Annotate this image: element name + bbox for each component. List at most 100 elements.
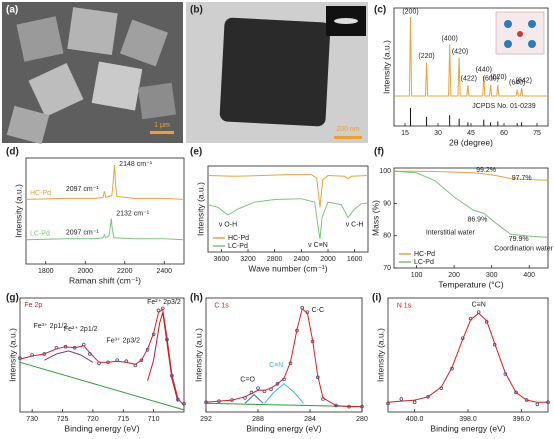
annotation: 2097 cm⁻¹ <box>66 186 100 193</box>
panel-label: (d) <box>6 147 19 158</box>
x-tick-label: 730 <box>26 416 38 423</box>
data-point <box>18 356 22 360</box>
x-tick-label: 2800 <box>267 256 283 263</box>
scale-bar <box>150 131 174 134</box>
series-line <box>264 383 304 404</box>
annotation: Fe³⁺ 2p1/2 <box>34 323 68 330</box>
x-axis-label: Binding energy (eV) <box>64 423 139 433</box>
x-tick-label: 725 <box>57 416 69 423</box>
x-tick-label: 2200 <box>117 268 133 275</box>
x-tick-label: 200 <box>448 272 460 279</box>
annotation: Interstitial water <box>426 229 476 236</box>
cube <box>119 19 169 67</box>
annotation: (220) <box>418 53 434 60</box>
series-line <box>244 393 264 404</box>
y-axis-label: Intensity (a.u.) <box>7 328 17 382</box>
annotation: (400) <box>441 36 457 43</box>
data-point <box>256 386 260 390</box>
cube <box>67 7 118 55</box>
y-tick-label: 80 <box>383 233 391 240</box>
x-axis-label: 2θ (degree) <box>449 137 493 147</box>
annotation: (642) <box>516 77 532 84</box>
panel-label: (e) <box>190 147 202 158</box>
cube <box>28 62 84 118</box>
data-point <box>412 400 417 405</box>
y-axis-label: Intensity (a.u.) <box>13 184 23 238</box>
atom <box>504 40 512 48</box>
panel-label: (g) <box>6 293 19 304</box>
series-line <box>205 308 362 408</box>
annotation: C≡N <box>472 301 486 308</box>
x-tick-label: 396.0 <box>513 416 531 423</box>
atom <box>517 31 523 37</box>
axis-frame <box>19 297 185 413</box>
scale-label: 200 nm <box>336 126 360 133</box>
y-tick-label: 90 <box>383 200 391 207</box>
x-tick-label: 30 <box>434 130 442 137</box>
annotation: ν C-H <box>346 221 364 228</box>
cube <box>219 17 331 127</box>
atom <box>504 20 512 28</box>
x-tick-label: 1800 <box>38 268 54 275</box>
annotation: (200) <box>402 8 418 15</box>
annotation: C≡N <box>269 362 283 369</box>
panel-label: (a) <box>6 5 18 16</box>
annotation: (420) <box>452 48 468 55</box>
legend-label: LC-Pd <box>414 259 434 266</box>
sem-image: 1 μm (a) <box>2 2 183 145</box>
legend-label: HC-Pd <box>414 251 435 258</box>
panel-label: (b) <box>190 5 203 16</box>
data-point <box>156 308 161 313</box>
x-tick-label: 45 <box>467 130 475 137</box>
x-axis-label: Wave number (cm⁻¹) <box>248 263 327 273</box>
y-axis-label: Intensity (a.u.) <box>193 328 203 382</box>
x-axis-label: Binding energy (eV) <box>430 423 505 433</box>
diffraction-pattern <box>334 18 358 24</box>
data-point <box>399 397 404 401</box>
x-axis-label: Temperature (°C) <box>438 279 503 289</box>
axis-frame <box>205 297 363 413</box>
data-point <box>514 390 518 395</box>
y-tick-label: 100 <box>379 168 391 175</box>
data-point <box>535 402 540 407</box>
annotation: JCPDS No. 01-0239 <box>472 103 536 110</box>
y-axis-label: Intensity (a.u.) <box>381 40 391 94</box>
annotation: Coordination water <box>494 245 553 252</box>
x-tick-label: 1600 <box>347 256 363 263</box>
legend-label: LC-Pd <box>30 231 50 238</box>
x-tick-label: 2400 <box>156 268 172 275</box>
annotation: (620) <box>490 74 506 81</box>
annotation: ν O-H <box>219 221 237 228</box>
series-line <box>394 170 549 181</box>
x-tick-label: 100 <box>411 272 423 279</box>
x-tick-label: 710 <box>148 416 160 423</box>
annotation: Fe²⁺ 2p1/2 <box>64 326 98 333</box>
series-line <box>25 165 185 200</box>
atom <box>528 40 536 48</box>
legend-label: HC-Pd <box>228 235 249 242</box>
x-tick-label: 280 <box>356 416 368 423</box>
series-line <box>387 312 548 403</box>
series-line <box>44 350 94 363</box>
x-tick-label: 60 <box>500 130 508 137</box>
x-axis-label: Binding energy (eV) <box>246 423 321 433</box>
annotation: 86.9% <box>467 216 487 223</box>
series-line <box>205 402 363 408</box>
panel-label: (i) <box>372 293 381 304</box>
x-tick-label: 400.0 <box>406 416 424 423</box>
annotation: ν C≡N <box>308 242 328 249</box>
tem-image: 200 nm (b) <box>186 2 368 143</box>
x-tick-label: 398.0 <box>459 416 477 423</box>
annotation: C=O <box>240 376 255 383</box>
annotation: 2132 cm⁻¹ <box>116 210 150 217</box>
x-tick-label: 400 <box>523 272 535 279</box>
annotation: (600) <box>483 76 499 83</box>
annotation: C-C <box>312 307 324 314</box>
cube <box>137 82 177 120</box>
y-axis-label: Intensity (a.u.) <box>195 182 205 236</box>
scale-label: 1 μm <box>154 122 170 129</box>
x-tick-label: 720 <box>87 416 99 423</box>
x-axis-label: Raman shift (cm⁻¹) <box>69 275 141 285</box>
axis-frame <box>25 157 185 265</box>
cube <box>91 61 143 111</box>
